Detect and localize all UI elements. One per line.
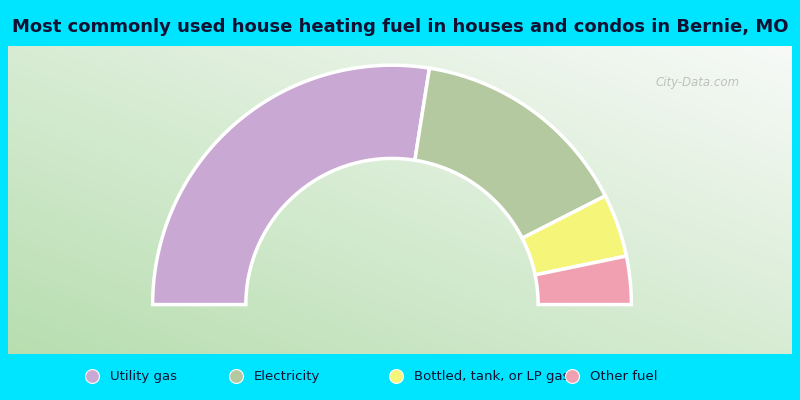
Text: City-Data.com: City-Data.com — [656, 76, 740, 90]
Text: Utility gas: Utility gas — [110, 370, 177, 382]
Polygon shape — [535, 256, 631, 304]
Text: Most commonly used house heating fuel in houses and condos in Bernie, MO: Most commonly used house heating fuel in… — [12, 18, 788, 36]
Text: Electricity: Electricity — [254, 370, 320, 382]
Text: Bottled, tank, or LP gas: Bottled, tank, or LP gas — [414, 370, 569, 382]
Polygon shape — [415, 68, 606, 238]
Polygon shape — [153, 65, 430, 304]
Polygon shape — [522, 196, 626, 275]
Text: Other fuel: Other fuel — [590, 370, 657, 382]
